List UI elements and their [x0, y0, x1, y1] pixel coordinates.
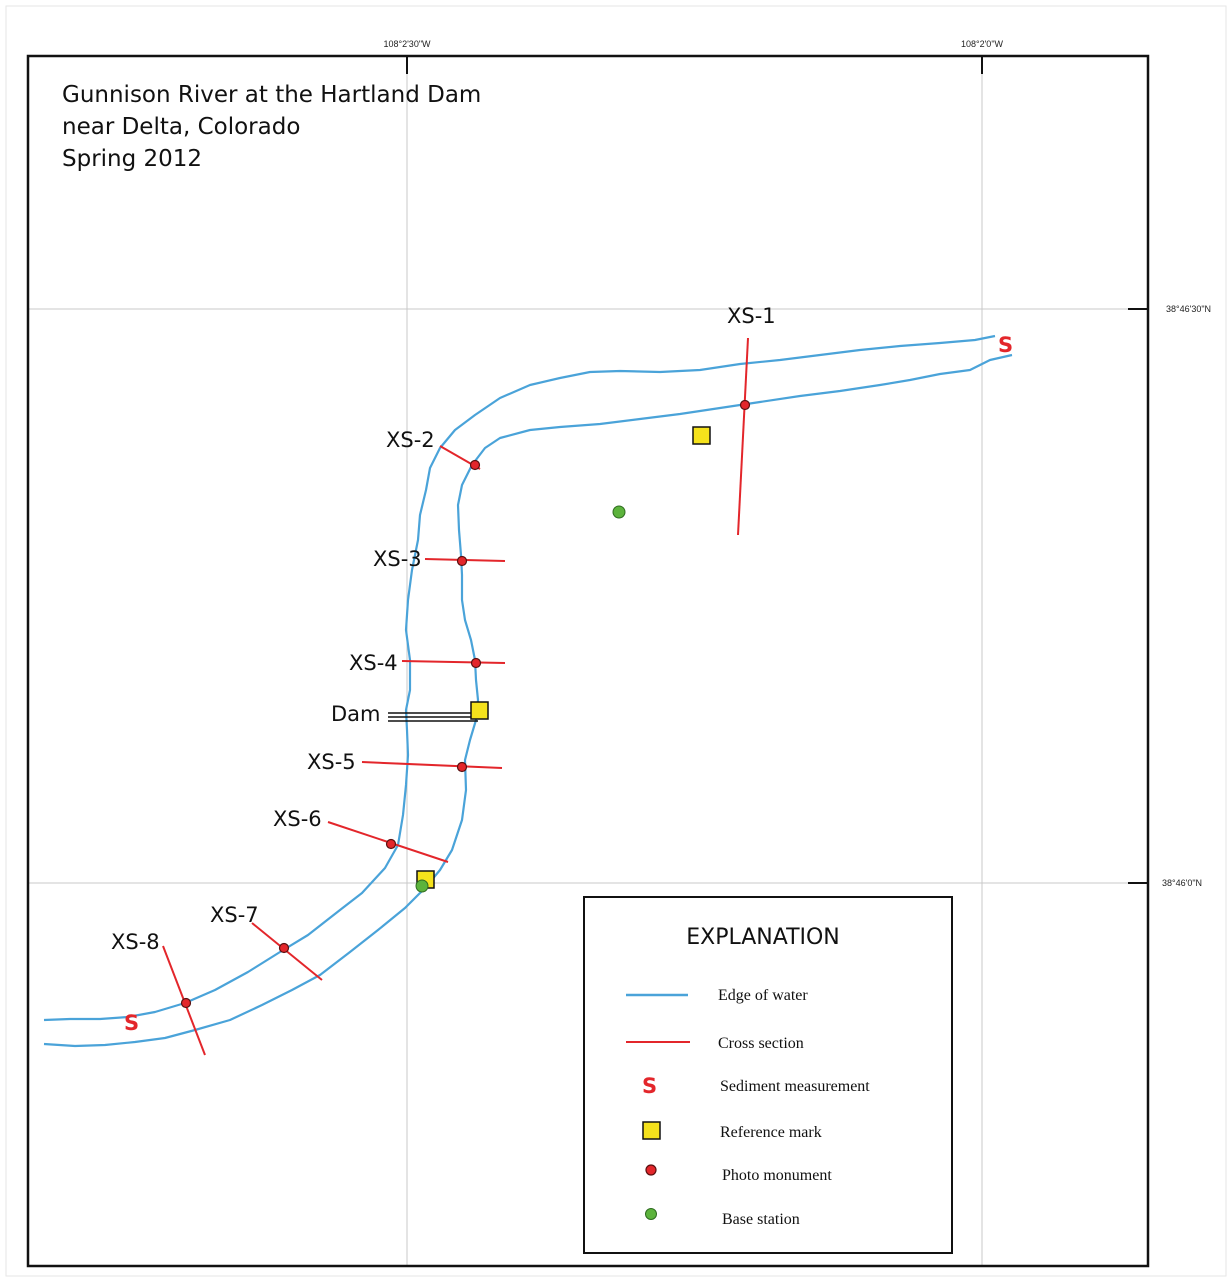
graticule-ticks [406, 56, 1148, 884]
photo-monument-xs1 [739, 399, 751, 411]
legend-sediment-swatch: S [642, 1074, 657, 1098]
sediment-symbol-downstream: S [124, 1011, 139, 1035]
water-edge-south-east-bank [43, 353, 1013, 1048]
xs-4-line [401, 660, 506, 664]
legend: EXPLANATION Edge of water Cross section … [583, 896, 953, 1254]
lat-label-north: 38°46'30"N [1166, 304, 1211, 314]
reference-marks [416, 426, 711, 889]
legend-box [583, 896, 953, 1254]
photo-monument-xs2 [469, 459, 481, 471]
legend-reference-mark-swatch [642, 1121, 661, 1140]
dam-structure [388, 712, 478, 722]
lon-label-east: 108°2'0"W [961, 39, 1004, 49]
legend-photo-monument-swatch [645, 1164, 657, 1176]
map-title: Gunnison River at the Hartland Dam near … [62, 82, 481, 172]
xs-2-label: XS-2 [386, 428, 435, 452]
xs-4-label: XS-4 [349, 651, 398, 675]
legend-label-cross-section: Cross section [718, 1035, 804, 1052]
legend-label-base-station: Base station [722, 1211, 800, 1228]
legend-label-photo-monument: Photo monument [722, 1167, 832, 1184]
title-line-1: Gunnison River at the Hartland Dam [62, 82, 481, 108]
legend-heading: EXPLANATION [686, 925, 840, 950]
legend-label-edge-of-water: Edge of water [718, 987, 808, 1004]
legend-base-station-swatch [645, 1208, 657, 1220]
xs-3-label: XS-3 [373, 547, 422, 571]
reference-mark-1 [692, 426, 711, 445]
reference-mark-2 [470, 701, 489, 720]
photo-monuments [180, 399, 751, 1009]
photo-monument-xs7 [278, 942, 290, 954]
lon-label-west: 108°2'30"W [383, 39, 431, 49]
xs-5-line [361, 761, 503, 769]
xs-8-label: XS-8 [111, 930, 160, 954]
title-line-2: near Delta, Colorado [62, 114, 300, 140]
base-stations [415, 505, 626, 893]
legend-label-reference-mark: Reference mark [720, 1124, 822, 1141]
xs-7-label: XS-7 [210, 903, 259, 927]
xs-6-label: XS-6 [273, 807, 322, 831]
title-line-3: Spring 2012 [62, 146, 202, 172]
sediment-symbol-upstream: S [998, 333, 1013, 357]
photo-monument-xs4 [470, 657, 482, 669]
river [43, 334, 1013, 1048]
xs-5-label: XS-5 [307, 750, 356, 774]
xs-1-label: XS-1 [727, 304, 776, 328]
photo-monument-xs6 [385, 838, 397, 850]
dam-label: Dam [331, 702, 381, 726]
water-edge-north-west-bank [43, 334, 996, 1022]
base-station-2 [415, 879, 429, 893]
xs-1-line [737, 337, 749, 536]
photo-monument-xs3 [456, 555, 468, 567]
photo-monument-xs5 [456, 761, 468, 773]
legend-label-sediment-measurement: Sediment measurement [720, 1078, 870, 1095]
lat-label-south: 38°46'0"N [1162, 878, 1202, 888]
map-neatline [26, 54, 1150, 1268]
base-station-1 [612, 505, 626, 519]
photo-monument-xs8 [180, 997, 192, 1009]
page-frame [5, 5, 1227, 1277]
